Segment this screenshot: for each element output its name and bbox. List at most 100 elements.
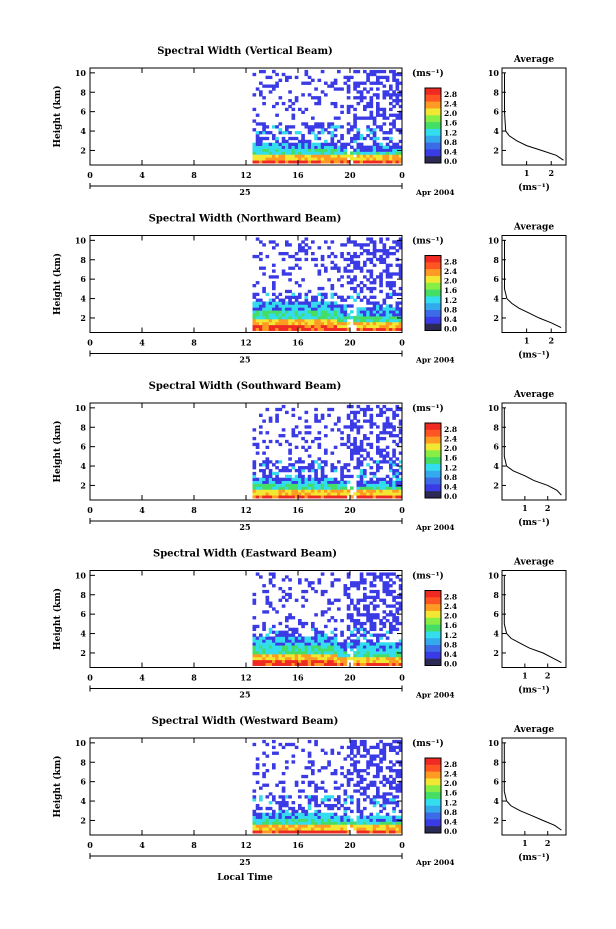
heatmap-cell — [366, 243, 370, 247]
heatmap-cell — [340, 254, 344, 259]
heatmap-cell — [379, 151, 383, 155]
heatmap-cell — [320, 468, 325, 473]
heatmap-cell — [359, 821, 364, 825]
heatmap-cell — [259, 662, 263, 666]
heatmap-cell — [359, 627, 364, 632]
heatmap-cell — [320, 69, 325, 74]
heatmap-cell — [324, 139, 328, 144]
heatmap-cell — [353, 157, 357, 161]
heatmap-cell — [366, 662, 370, 666]
heatmap-cell — [392, 90, 396, 94]
heatmap-cell — [252, 93, 257, 97]
heatmap-cell — [265, 633, 270, 637]
heatmap-cell — [320, 90, 325, 94]
heatmap-cell — [389, 827, 393, 831]
heatmap-cell — [333, 116, 338, 120]
heatmap-cell — [356, 451, 361, 455]
heatmap-cell — [385, 269, 390, 273]
heatmap-cell — [311, 318, 315, 323]
heatmap-cell — [281, 321, 286, 326]
heatmap-cell — [372, 613, 377, 617]
heatmap-cell — [298, 243, 302, 247]
heatmap-cell — [395, 642, 400, 646]
heatmap-cell — [337, 125, 341, 129]
heatmap-cell — [398, 318, 403, 323]
heatmap-cell — [363, 145, 367, 149]
heatmap-cell — [294, 653, 299, 658]
heatmap-cell — [366, 286, 370, 291]
heatmap-cell — [252, 639, 257, 643]
heatmap-cell — [327, 254, 331, 259]
heatmap-cell — [275, 477, 279, 481]
heatmap-cell — [272, 133, 276, 138]
heatmap-cell — [369, 821, 374, 825]
heatmap-cell — [298, 648, 302, 652]
heatmap-cell — [307, 639, 312, 643]
heatmap-cell — [327, 818, 331, 822]
heatmap-cell — [395, 471, 400, 476]
heatmap-cell — [272, 125, 276, 129]
heatmap-cell — [272, 624, 276, 629]
heatmap-cell — [268, 483, 273, 487]
heatmap-cell — [324, 662, 328, 666]
heatmap-cell — [272, 154, 276, 158]
heatmap-cell — [359, 136, 364, 141]
heatmap-cell — [389, 246, 393, 250]
heatmap-cell — [392, 307, 396, 311]
heatmap-cell — [304, 812, 309, 816]
heatmap-cell — [304, 139, 309, 144]
heatmap-cell — [389, 160, 393, 164]
heatmap-cell — [307, 128, 312, 132]
heatmap-cell — [304, 483, 309, 487]
heatmap-cell — [294, 145, 299, 149]
heatmap-cell — [392, 598, 396, 602]
colorbar-frame — [424, 590, 442, 666]
heatmap-cell — [337, 266, 341, 270]
heatmap-cell — [382, 110, 387, 114]
heatmap-cell — [304, 251, 309, 256]
heatmap-cell — [359, 298, 364, 302]
heatmap-cell — [356, 474, 361, 479]
heatmap-cell — [252, 151, 257, 155]
heatmap-cell — [382, 122, 387, 126]
heatmap-cell — [385, 495, 390, 499]
colorbar-segment — [425, 792, 441, 800]
heatmap-cell — [353, 656, 357, 661]
average-y-tick-label: 2 — [493, 313, 499, 323]
heatmap-cell — [385, 798, 390, 802]
heatmap-cell — [285, 492, 289, 496]
y-axis-label: Height (km) — [52, 755, 63, 817]
heatmap-cell — [281, 477, 286, 481]
heatmap-cell — [343, 257, 348, 262]
heatmap-cell — [278, 648, 283, 652]
colorbar-tick-label: 0.8 — [444, 305, 457, 314]
heatmap-cell — [275, 662, 279, 666]
heatmap-cell — [327, 653, 331, 658]
heatmap-cell — [389, 304, 393, 308]
heatmap-cell — [291, 812, 296, 816]
heatmap-cell — [304, 636, 309, 640]
heatmap-cell — [359, 157, 364, 161]
heatmap-cell — [369, 145, 374, 149]
colorbar-tick-label: 2.4 — [444, 435, 457, 444]
heatmap-cell — [353, 107, 357, 112]
heatmap-cell — [291, 116, 296, 120]
heatmap-cell — [281, 151, 286, 155]
heatmap-cell — [265, 474, 270, 479]
heatmap-cell — [369, 131, 374, 135]
heatmap-cell — [337, 480, 341, 484]
heatmap-cell — [252, 645, 257, 649]
heatmap-cell — [265, 151, 270, 155]
heatmap-cell — [350, 139, 354, 144]
heatmap-cell — [392, 486, 396, 490]
heatmap-cell — [281, 468, 286, 473]
heatmap-cell — [259, 151, 263, 155]
heatmap-cell — [285, 659, 289, 664]
heatmap-cell — [395, 616, 400, 620]
heatmap-cell — [376, 795, 380, 799]
heatmap-cell — [262, 763, 266, 767]
heatmap-cell — [340, 110, 344, 114]
heatmap-cell — [337, 659, 341, 664]
heatmap-cell — [311, 439, 315, 444]
